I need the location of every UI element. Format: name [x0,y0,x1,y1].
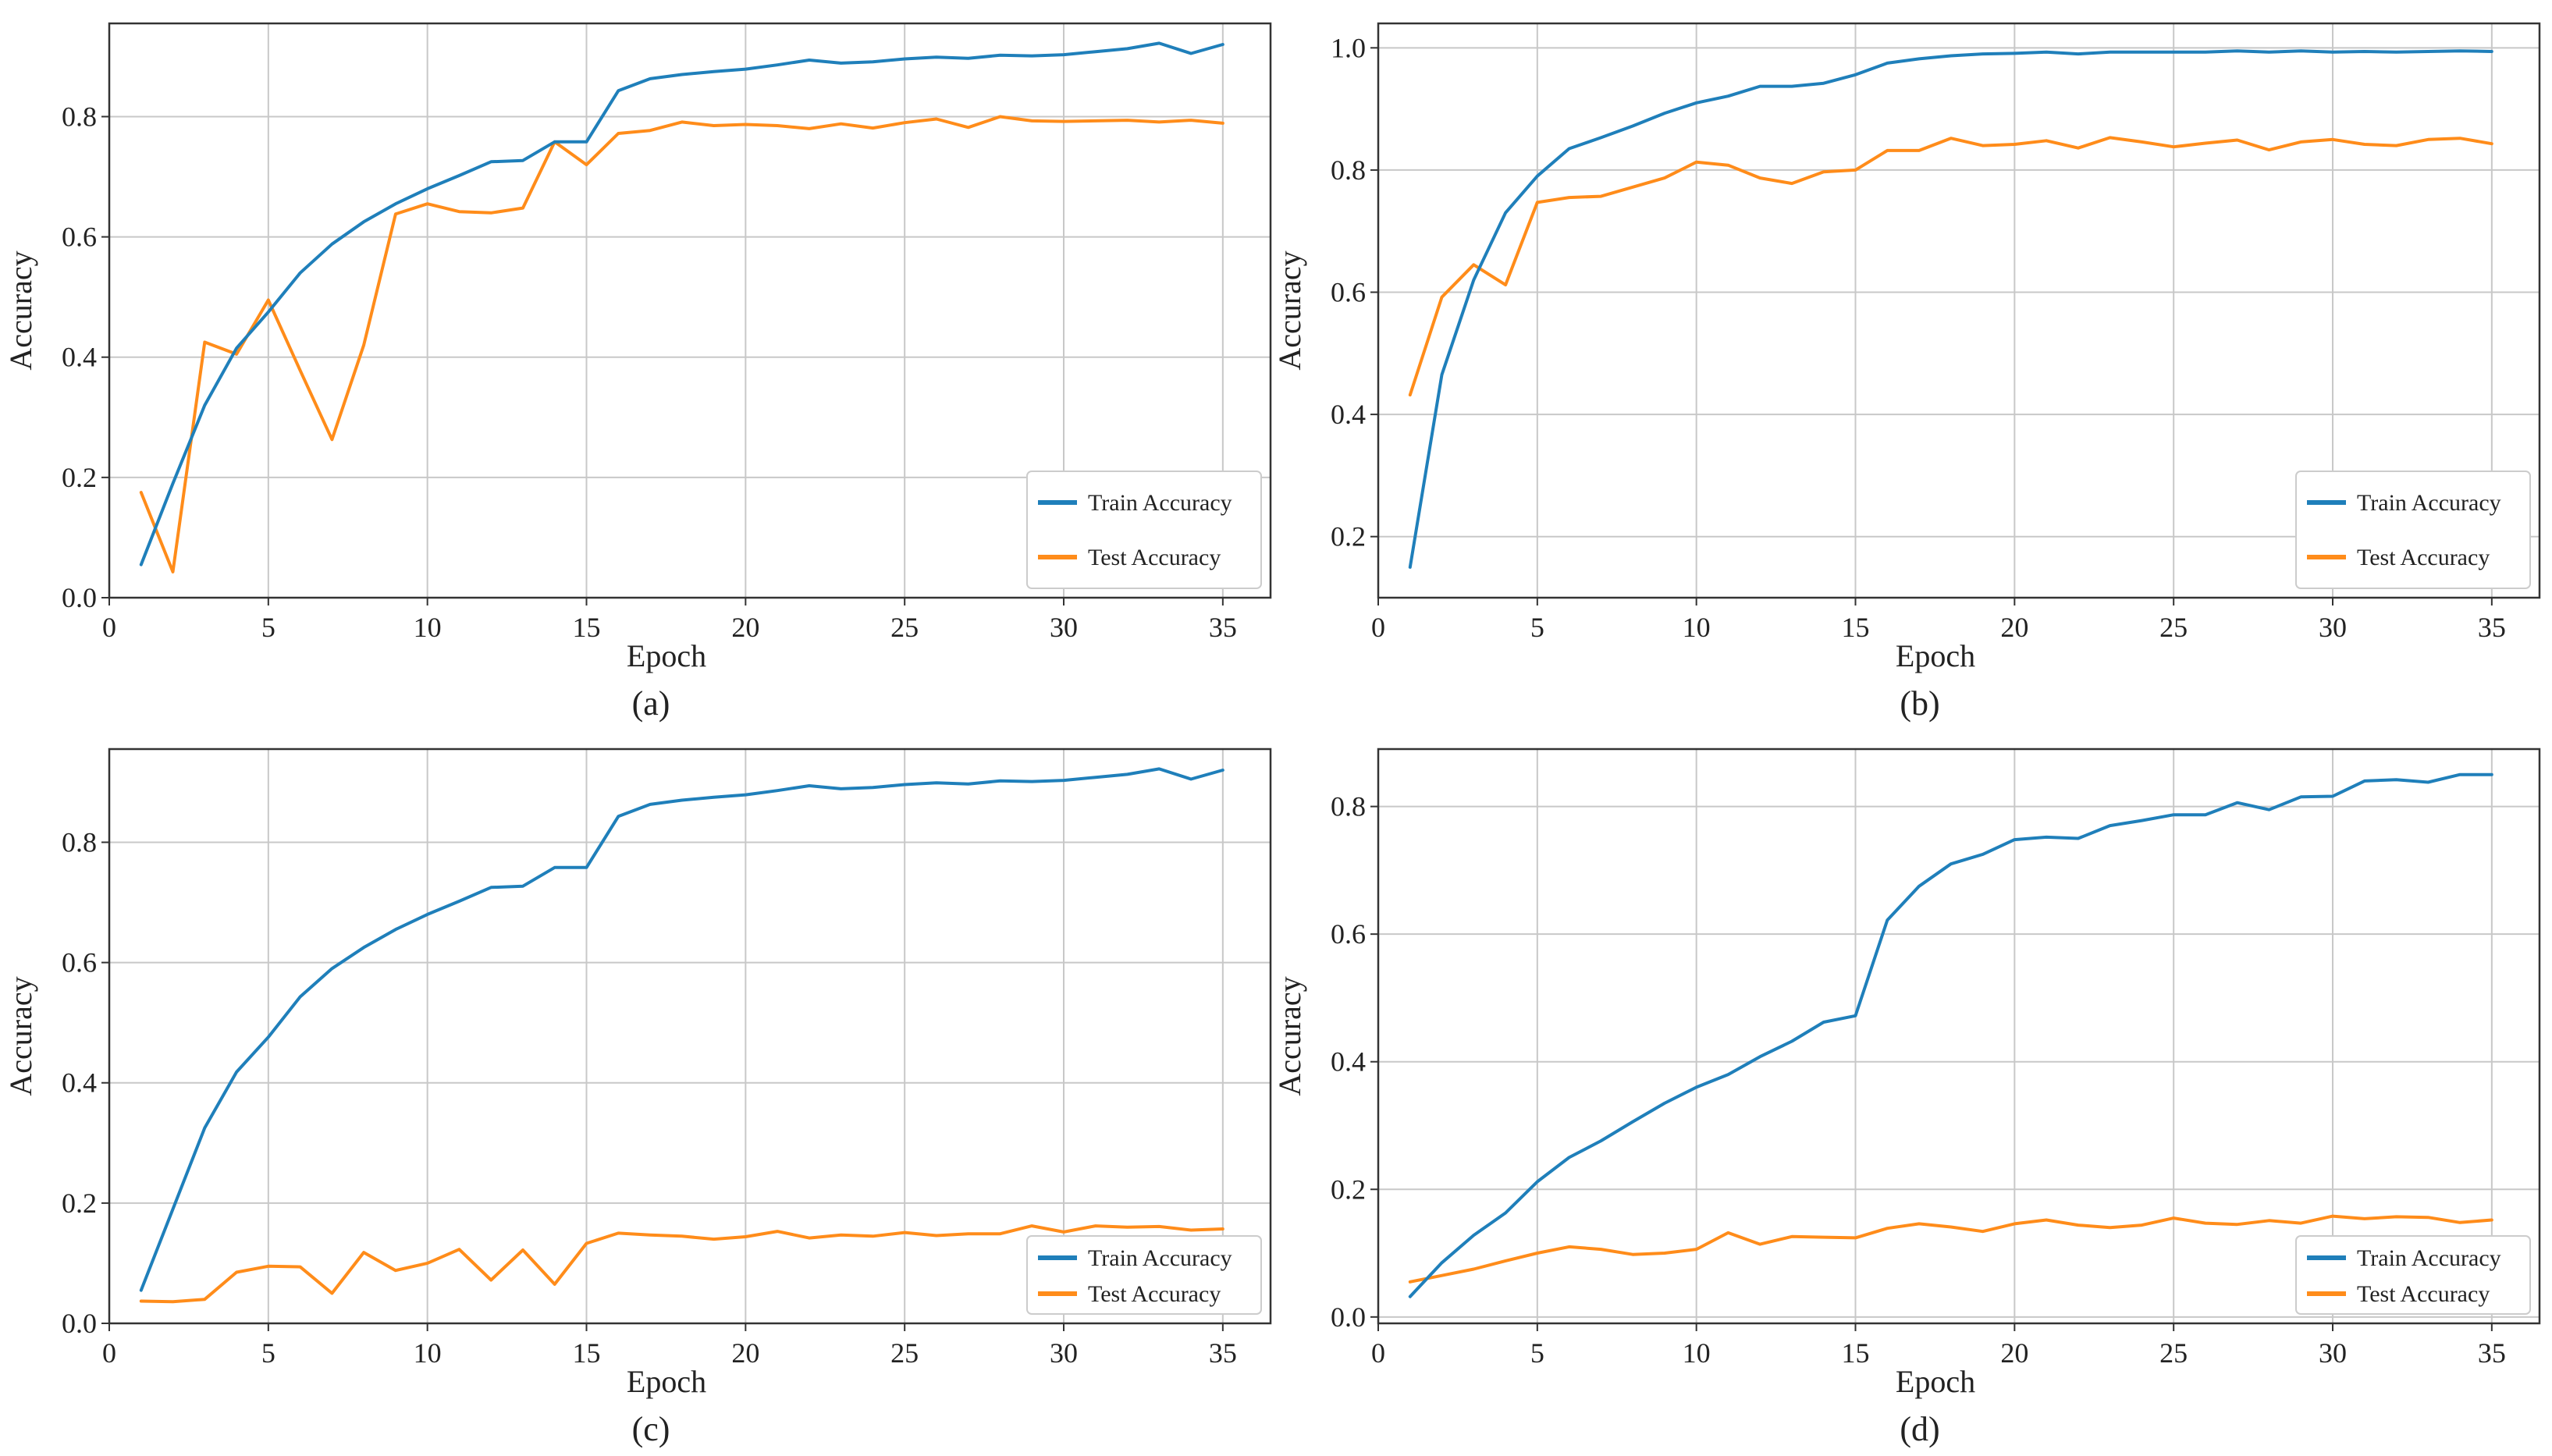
x-axis-label: Epoch [627,1364,706,1399]
x-tick-label: 25 [2159,612,2188,643]
legend-label: Test Accuracy [1088,545,1221,570]
y-tick-label: 0.6 [1331,277,1366,308]
legend: Train Accuracy Test Accuracy [2295,471,2531,589]
y-tick-label: 0.2 [62,1188,97,1219]
y-tick-label: 0.8 [1331,791,1366,822]
x-tick-label: 30 [2319,1337,2347,1369]
legend-label: Train Accuracy [2357,490,2501,516]
x-tick-label: 25 [890,612,919,643]
series-line-test [139,1224,1224,1304]
x-tick-label: 30 [1050,612,1078,643]
series-line-train [139,767,1224,1292]
x-tick-label: 35 [2478,1337,2506,1369]
x-tick-label: 35 [1209,612,1237,643]
legend-box [1026,1235,1262,1315]
x-tick-label: 20 [2000,612,2028,643]
x-tick-label: 35 [2478,612,2506,643]
series-line-test [1408,1214,2493,1284]
x-tick-label: 5 [1530,612,1544,643]
x-tick-label: 25 [890,1337,919,1369]
y-tick-label: 0.8 [1331,154,1366,186]
x-tick-label: 10 [414,1337,442,1369]
y-tick-label: 0.6 [1331,918,1366,950]
x-tick-label: 15 [573,612,601,643]
y-tick-label: 0.6 [62,947,97,978]
y-axis-label: Accuracy [1272,976,1307,1096]
series-line-train [1408,49,2493,569]
y-tick-label: 0.4 [62,342,97,373]
y-tick-label: 0.0 [1331,1302,1366,1333]
y-tick-label: 0.4 [1331,399,1366,430]
legend: Train Accuracy Test Accuracy [1026,1235,1262,1315]
x-tick-label: 5 [261,612,275,643]
chart-panel: 0 5 10 15 20 25 30 35 0.0 0.2 0.4 0.6 0.8 Epoch Accura… [3,748,1272,1448]
x-tick-label: 10 [1683,612,1711,643]
x-tick-label: 0 [1371,1337,1385,1369]
y-tick-label: 0.8 [62,101,97,132]
x-tick-label: 30 [2319,612,2347,643]
x-tick-label: 20 [731,612,759,643]
panel-caption: (b) [1900,684,1939,723]
series-line-test [1408,136,2493,397]
y-tick-label: 0.8 [62,826,97,858]
x-tick-label: 35 [1209,1337,1237,1369]
x-tick-label: 10 [414,612,442,643]
legend-label: Train Accuracy [1088,1245,1232,1271]
x-tick-label: 30 [1050,1337,1078,1369]
legend-box [2295,471,2531,589]
plot-frame [1377,748,2541,1325]
y-tick-label: 0.0 [62,582,97,613]
plot-frame [1377,22,2541,599]
chart-panel: 0 5 10 15 20 25 30 35 0.0 0.2 0.4 0.6 0.8 Epoch Accura… [1272,748,2541,1448]
plot-frame [108,748,1272,1325]
panel-caption: (d) [1900,1410,1939,1448]
panel-caption: (c) [632,1410,670,1448]
x-tick-label: 10 [1683,1337,1711,1369]
legend-label: Train Accuracy [1088,490,1232,516]
y-tick-label: 0.2 [1331,521,1366,552]
y-tick-label: 0.2 [1331,1174,1366,1205]
y-axis-label: Accuracy [3,250,38,370]
x-tick-label: 0 [1371,612,1385,643]
y-tick-label: 0.6 [62,222,97,253]
x-axis-label: Epoch [1896,1364,1975,1399]
x-tick-label: 15 [1842,1337,1870,1369]
y-axis-label: Accuracy [3,976,38,1096]
x-axis-label: Epoch [1896,638,1975,673]
x-tick-label: 20 [731,1337,759,1369]
legend-box [2295,1235,2531,1315]
x-tick-label: 20 [2000,1337,2028,1369]
x-tick-label: 0 [102,1337,116,1369]
legend-label: Test Accuracy [1088,1281,1221,1307]
x-axis-label: Epoch [627,638,706,673]
legend-label: Test Accuracy [2357,1281,2490,1307]
plot-frame [108,22,1272,599]
x-tick-label: 15 [573,1337,601,1369]
panel-caption: (a) [632,684,670,723]
y-axis-label: Accuracy [1272,250,1307,370]
y-tick-label: 0.4 [1331,1046,1366,1078]
chart-panel: 0 5 10 15 20 25 30 35 0.2 0.4 0.6 0.8 1.0 Epoch Accura… [1272,22,2541,723]
x-tick-label: 25 [2159,1337,2188,1369]
legend-label: Test Accuracy [2357,545,2490,570]
chart-panel: 0 5 10 15 20 25 30 35 0.0 0.2 0.4 0.6 0.8 Epoch Accura… [3,22,1272,723]
series-line-train [1408,772,2493,1298]
x-tick-label: 5 [261,1337,275,1369]
legend: Train Accuracy Test Accuracy [2295,1235,2531,1315]
y-tick-label: 0.4 [62,1067,97,1099]
legend-label: Train Accuracy [2357,1245,2501,1271]
y-tick-label: 0.0 [62,1308,97,1339]
series-line-test [139,115,1224,574]
series-line-train [139,41,1224,566]
x-tick-label: 0 [102,612,116,643]
y-tick-label: 0.2 [62,462,97,493]
y-tick-label: 1.0 [1331,32,1366,63]
legend: Train Accuracy Test Accuracy [1026,471,1262,589]
x-tick-label: 5 [1530,1337,1544,1369]
x-tick-label: 15 [1842,612,1870,643]
legend-box [1026,471,1262,589]
